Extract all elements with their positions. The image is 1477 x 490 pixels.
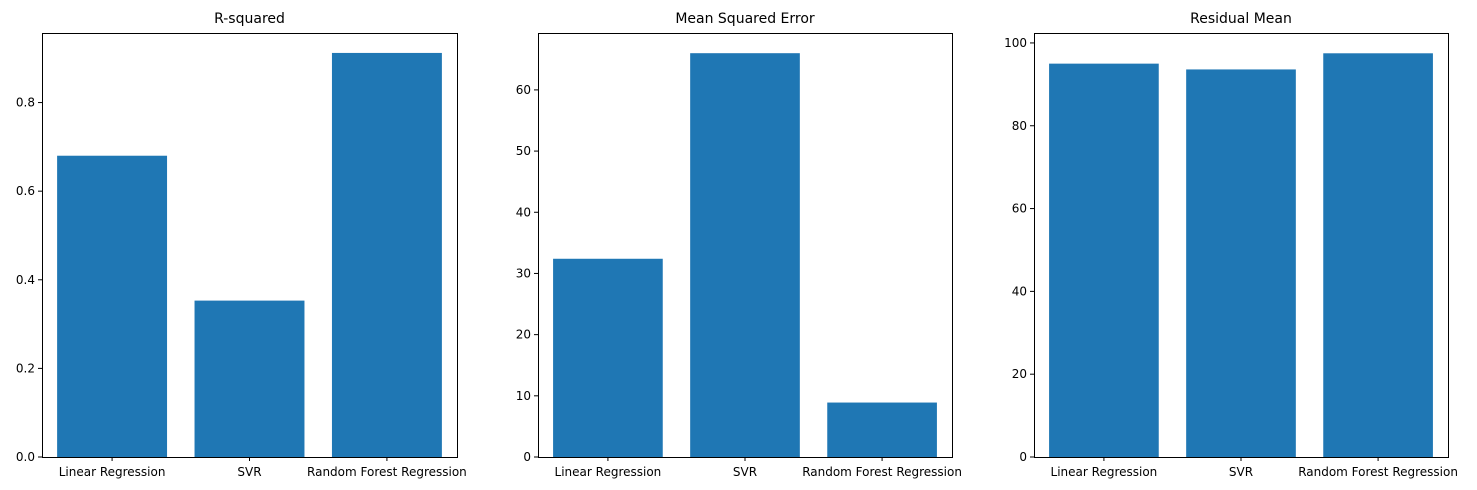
chart-title: R-squared [214, 11, 285, 27]
chart-panel-1: 0.0 0.2 0.4 0.6 0.8 Linear Regression SVR Rando… [16, 11, 467, 479]
y-tick-label: 0.0 [16, 450, 35, 464]
bar-svr [1186, 69, 1296, 457]
x-tick-label: Linear Regression [1051, 465, 1158, 479]
bar-random-forest-regression [827, 402, 937, 457]
y-tick-label: 80 [1012, 119, 1027, 133]
y-tick-label: 40 [516, 205, 531, 219]
chart-panel-2: 0 10 20 30 40 50 60 Linear Regression SVR Random … [516, 11, 962, 479]
bar-random-forest-regression [1323, 53, 1433, 457]
x-tick-label: SVR [733, 465, 757, 479]
y-tick-label: 40 [1012, 284, 1027, 298]
x-tick-label: Random Forest Regression [1298, 465, 1458, 479]
bar-svr [194, 300, 305, 457]
y-tick-label: 60 [1012, 202, 1027, 216]
chart-title: Mean Squared Error [675, 11, 815, 27]
y-tick-label: 0.6 [16, 184, 35, 198]
x-tick-label: Random Forest Regression [802, 465, 962, 479]
y-tick-label: 10 [516, 389, 531, 403]
y-tick-label: 30 [516, 266, 531, 280]
chart-panel-3: 0 20 40 60 80 100 Linear Regression SVR Random F… [1004, 11, 1458, 479]
x-tick-label: SVR [1229, 465, 1253, 479]
y-tick-label: 0 [1019, 450, 1027, 464]
bar-random-forest-regression [331, 52, 442, 457]
bar-svr [690, 53, 800, 457]
y-tick-label: 60 [516, 83, 531, 97]
y-tick-label: 0.8 [16, 96, 35, 110]
chart-title: Residual Mean [1190, 11, 1292, 27]
y-tick-label: 0 [523, 450, 531, 464]
y-tick-label: 0.4 [16, 273, 35, 287]
x-tick-label: Linear Regression [555, 465, 662, 479]
y-tick-label: 50 [516, 144, 531, 158]
bar-linear-regression [57, 155, 168, 457]
x-tick-label: Random Forest Regression [307, 465, 467, 479]
y-tick-label: 20 [1012, 367, 1027, 381]
bar-linear-regression [553, 258, 663, 457]
x-tick-label: Linear Regression [59, 465, 166, 479]
y-tick-label: 20 [516, 328, 531, 342]
x-tick-label: SVR [237, 465, 261, 479]
y-tick-label: 0.2 [16, 361, 35, 375]
bar-linear-regression [1049, 63, 1159, 457]
y-tick-label: 100 [1004, 36, 1027, 50]
